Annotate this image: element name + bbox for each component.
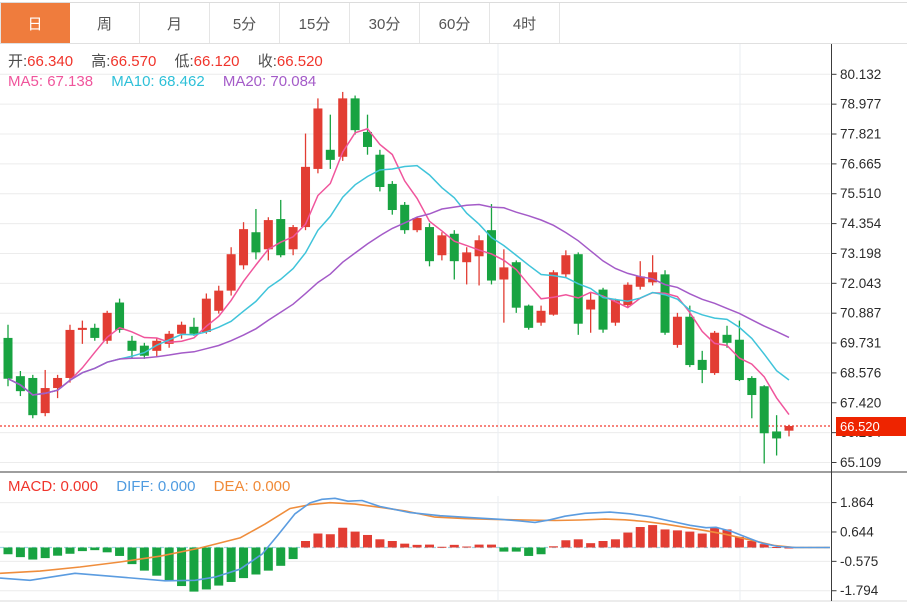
- dea-value: 0.000: [252, 478, 291, 495]
- ma20-label: MA20:: [222, 73, 267, 90]
- candles-group: [3, 91, 794, 464]
- ma10-label: MA10:: [111, 73, 155, 90]
- price-axis-label: 76.665: [840, 156, 881, 171]
- ma10-line: [7, 164, 790, 396]
- ohlc-readout: 开:66.340 高:66.570 低:66.120 收:66.520: [8, 50, 323, 71]
- price-axis-label: 65.109: [840, 455, 881, 470]
- tab-5min[interactable]: 5分: [210, 3, 280, 43]
- tab-day[interactable]: 日: [0, 3, 70, 43]
- tab-60min[interactable]: 60分: [420, 3, 490, 43]
- price-axis-label: 70.887: [840, 306, 881, 321]
- open-label: 开:: [8, 53, 28, 70]
- low-value: 66.120: [193, 53, 240, 70]
- ma5-value: 67.138: [47, 73, 94, 90]
- macd-histogram-group: [3, 525, 794, 592]
- price-axis-label: 68.576: [840, 365, 881, 380]
- diff-value: 0.000: [157, 478, 196, 495]
- tab-30min[interactable]: 30分: [350, 3, 420, 43]
- price-axis-label: 73.198: [840, 246, 881, 261]
- ma10-value: 68.462: [158, 73, 205, 90]
- macd-label: MACD:: [8, 478, 57, 495]
- ma5-line: [7, 127, 790, 416]
- price-axis-label: 78.977: [840, 97, 881, 112]
- price-axis-label: 69.731: [840, 336, 881, 351]
- tab-15min[interactable]: 15分: [280, 3, 350, 43]
- ma20-value: 70.084: [270, 73, 317, 90]
- macd-axis-label: 1.864: [840, 495, 874, 510]
- price-axis-label: 67.420: [840, 395, 881, 410]
- macd-axis-label: -0.575: [840, 554, 878, 569]
- period-tabbar: 日 周 月 5分 15分 30分 60分 4时: [0, 2, 907, 44]
- macd-readout: MACD: 0.000 DIFF: 0.000 DEA: 0.000: [8, 478, 290, 495]
- high-label: 高:: [91, 53, 111, 70]
- tab-week[interactable]: 周: [70, 3, 140, 43]
- close-label: 收:: [257, 53, 277, 70]
- low-label: 低:: [174, 53, 194, 70]
- tab-month[interactable]: 月: [140, 3, 210, 43]
- tab-4hour[interactable]: 4时: [490, 3, 560, 43]
- macd-value: 0.000: [60, 478, 99, 495]
- diff-line: [0, 497, 830, 582]
- price-axis-label: 75.510: [840, 186, 881, 201]
- price-axis-label: 72.043: [840, 276, 881, 291]
- macd-axis-label: -1.794: [840, 583, 879, 598]
- dea-line: [0, 501, 830, 575]
- diff-label: DIFF:: [116, 478, 154, 495]
- macd-axis-label: 0.644: [840, 524, 874, 539]
- price-axis-label: 74.354: [840, 216, 882, 231]
- ma5-label: MA5:: [8, 73, 44, 90]
- ma20-line: [7, 203, 790, 396]
- close-value: 66.520: [276, 53, 323, 70]
- dea-label: DEA:: [213, 478, 249, 495]
- open-value: 66.340: [27, 53, 74, 70]
- price-axis-label: 77.821: [840, 127, 881, 142]
- price-axis-label: 80.132: [840, 67, 881, 82]
- current-price-badge: 66.520: [836, 417, 906, 436]
- high-value: 66.570: [110, 53, 157, 70]
- ma-readout: MA5: 67.138 MA10: 68.462 MA20: 70.084: [8, 73, 316, 90]
